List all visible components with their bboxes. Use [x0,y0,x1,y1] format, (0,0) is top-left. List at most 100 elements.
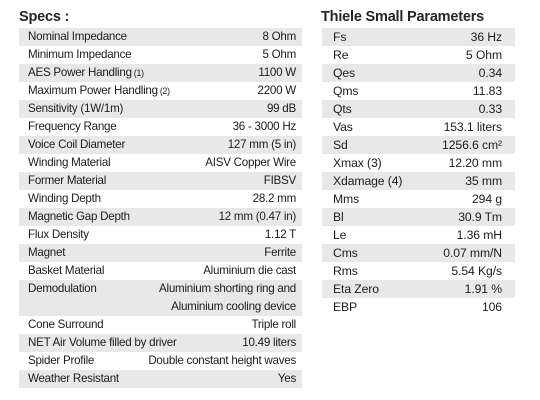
spec-row: Minimum Impedance 5 Ohm [19,46,302,64]
specs-heading: Specs : [19,9,70,25]
spec-footnote-ref: (2) [159,86,170,96]
spec-label: Spider Profile [28,352,94,370]
ts-param-row: Re 5 Ohm [322,46,515,64]
ts-param-value: 153.1 liters [443,120,503,134]
ts-param-value: 1256.6 cm² [442,138,502,152]
spec-value: Aluminium die cast [203,264,296,277]
spec-label: NET Air Volume filled by driver [28,334,177,352]
specs-table: Nominal Impedance 8 Ohm Minimum Impedance 5… [19,28,302,388]
ts-param-label: Qms [333,82,359,100]
spec-row: Weather Resistant Yes [19,370,302,388]
ts-param-label: Rms [333,262,358,280]
spec-value: 99 dB [266,102,296,115]
ts-param-row: Eta Zero 1.91 % [322,280,515,298]
spec-label-text: Magnet [28,246,66,259]
spec-label-text: Weather Resistant [28,372,119,385]
ts-param-row: Xdamage (4) 35 mm [322,172,515,190]
ts-param-row: Rms 5.54 Kg/s [322,262,515,280]
ts-param-label-text: Eta Zero [333,282,379,296]
ts-param-row: Sd 1256.6 cm² [322,136,515,154]
spec-value: 8 Ohm [262,30,296,43]
spec-row: Magnet Ferrite [19,244,302,262]
spec-row: Nominal Impedance 8 Ohm [19,28,302,46]
ts-param-value: 35 mm [465,174,502,188]
ts-param-label-text: Xmax (3) [333,156,382,170]
spec-label-text: Flux Density [28,228,89,241]
ts-param-row: Xmax (3) 12.20 mm [322,154,515,172]
ts-param-label: EBP [333,298,357,316]
ts-param-value: 0.07 mm/N [443,246,502,260]
ts-param-value: 0.33 [478,102,502,116]
spec-value: Yes [277,372,296,385]
ts-param-label: Mms [333,190,359,208]
ts-param-label-text: Mms [333,192,360,206]
thiele-small-heading: Thiele Small Parameters [321,9,485,25]
spec-label-text: Basket Material [28,264,105,277]
ts-param-label: Bl [333,208,344,226]
spec-value: 1100 W [258,66,296,79]
spec-label: Maximum Power Handling (2) [28,82,170,100]
ts-param-label-text: Le [333,228,347,242]
spec-row: Former Material FIBSV [19,172,302,190]
spec-value: Triple roll [251,318,297,331]
ts-param-label-text: Xdamage (4) [333,174,403,188]
ts-param-label: Eta Zero [333,280,379,298]
spec-row: Magnetic Gap Depth 12 mm (0.47 in) [19,208,302,226]
spec-label-text: AES Power Handling [28,66,132,79]
spec-value-continued: Aluminium cooling device [171,300,296,313]
spec-value: 36 - 3000 Hz [232,120,297,133]
spec-label-text: Winding Material [28,156,111,169]
spec-value: 5 Ohm [262,48,296,61]
ts-param-label: Fs [333,28,346,46]
spec-value: Ferrite [264,246,296,259]
ts-param-label-text: Cms [333,246,358,260]
ts-param-row: Bl 30.9 Tm [322,208,515,226]
ts-param-value: 11.83 [472,84,502,98]
spec-footnote-ref: (1) [133,68,144,78]
spec-label: Nominal Impedance [28,28,127,46]
spec-label-text: Former Material [28,174,107,187]
spec-value: 1.12 T [264,228,296,241]
spec-label-text: Demodulation [28,282,97,295]
spec-row: Winding Depth 28.2 mm [19,190,302,208]
spec-label-text: Sensitivity (1W/1m) [28,102,124,115]
spec-label-text: NET Air Volume filled by driver [28,336,177,349]
spec-label: AES Power Handling (1) [28,64,144,82]
spec-value: 28.2 mm [252,192,297,205]
spec-label: Frequency Range [28,118,117,136]
thiele-small-table: Fs 36 Hz Re 5 Ohm Qes 0.34 Qms 11.83 Qts 0.33 Vas 1… [322,28,515,316]
spec-label-text: Frequency Range [28,120,117,133]
ts-param-row: Vas 153.1 liters [322,118,515,136]
spec-row: Basket Material Aluminium die cast [19,262,302,280]
spec-value: 2200 W [257,84,297,97]
ts-param-row: Le 1.36 mH [322,226,515,244]
spec-label-text: Spider Profile [28,354,95,367]
ts-param-value: 0.34 [478,66,502,80]
spec-row: AES Power Handling (1) 1100 W [19,64,302,82]
ts-param-label-text: Rms [333,264,358,278]
ts-param-label: Qes [333,64,355,82]
spec-label: Voice Coil Diameter [28,136,125,154]
ts-param-label-text: Qms [333,84,359,98]
ts-param-label-text: Sd [333,138,348,152]
spec-label-text: Magnetic Gap Depth [28,210,130,223]
ts-param-label-text: Bl [333,210,344,224]
spec-value: AISV Copper Wire [205,156,296,169]
ts-param-row: EBP 106 [322,298,515,316]
ts-param-row: Qes 0.34 [322,64,515,82]
ts-param-value: 12.20 mm [448,156,502,170]
ts-param-label: Le [333,226,346,244]
spec-value: Aluminium shorting ring and [159,282,296,295]
spec-row: Sensitivity (1W/1m) 99 dB [19,100,302,118]
spec-label: Basket Material [28,262,104,280]
ts-param-label: Vas [333,118,353,136]
spec-label: Flux Density [28,226,89,244]
spec-label: Magnetic Gap Depth [28,208,130,226]
spec-label: Sensitivity (1W/1m) [28,100,123,118]
spec-label-text: Minimum Impedance [28,48,132,61]
spec-row: Flux Density 1.12 T [19,226,302,244]
spec-row: NET Air Volume filled by driver 10.49 lit… [19,334,302,352]
ts-param-label: Cms [333,244,358,262]
spec-row: Maximum Power Handling (2) 2200 W [19,82,302,100]
ts-param-value: 5.54 Kg/s [451,264,502,278]
